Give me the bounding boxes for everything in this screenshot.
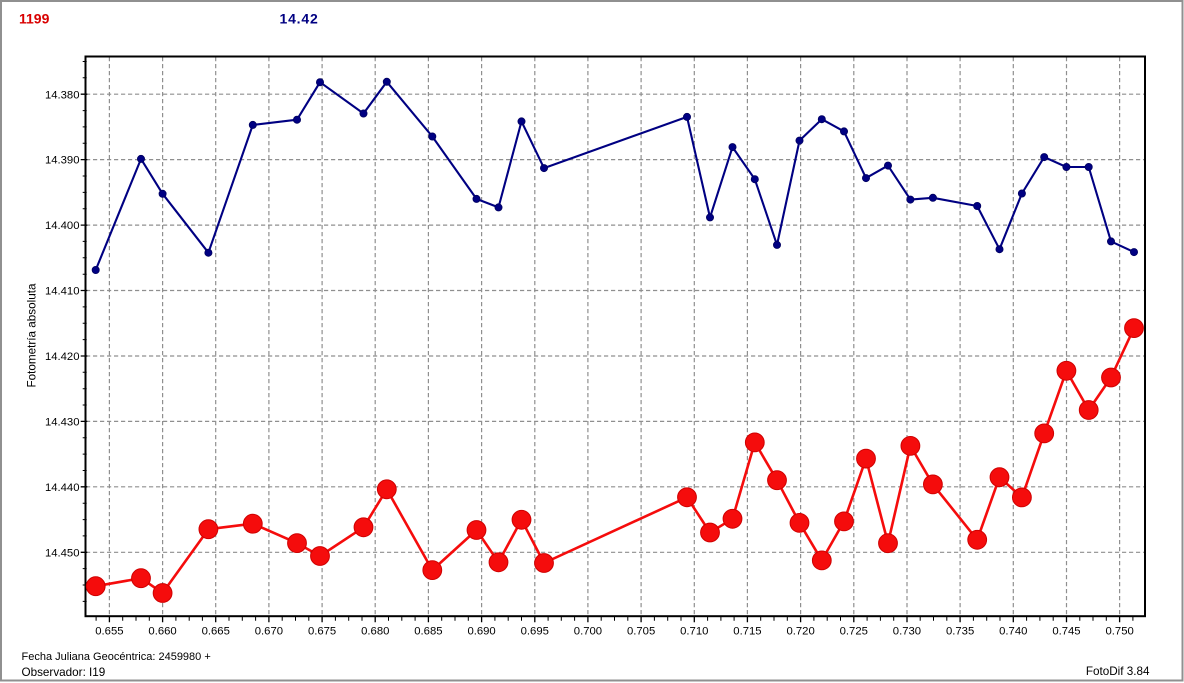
svg-text:14.42: 14.42	[280, 11, 319, 27]
svg-text:0.730: 0.730	[893, 626, 921, 638]
svg-text:14.430: 14.430	[45, 417, 80, 429]
svg-text:14.390: 14.390	[45, 155, 80, 167]
svg-text:14.420: 14.420	[45, 351, 80, 363]
svg-text:Fotometría absoluta: Fotometría absoluta	[26, 283, 39, 387]
svg-text:0.740: 0.740	[999, 626, 1027, 638]
svg-text:0.745: 0.745	[1052, 626, 1080, 638]
svg-text:14.440: 14.440	[45, 482, 80, 494]
svg-text:0.675: 0.675	[308, 626, 336, 638]
svg-text:0.715: 0.715	[733, 626, 761, 638]
svg-text:0.735: 0.735	[946, 626, 974, 638]
svg-text:0.655: 0.655	[95, 626, 123, 638]
svg-text:0.710: 0.710	[680, 626, 708, 638]
svg-text:0.720: 0.720	[786, 626, 814, 638]
svg-text:0.700: 0.700	[574, 626, 602, 638]
svg-text:0.695: 0.695	[521, 626, 549, 638]
svg-text:0.670: 0.670	[255, 626, 283, 638]
svg-text:14.450: 14.450	[45, 547, 80, 559]
svg-text:0.665: 0.665	[202, 626, 230, 638]
svg-text:0.685: 0.685	[414, 626, 442, 638]
svg-text:Observador: I19: Observador: I19	[22, 666, 106, 679]
svg-text:0.705: 0.705	[627, 626, 655, 638]
svg-text:Fecha Juliana Geocéntrica: 245: Fecha Juliana Geocéntrica: 2459980 +	[22, 651, 211, 663]
svg-text:0.660: 0.660	[148, 626, 176, 638]
svg-text:0.690: 0.690	[467, 626, 495, 638]
svg-text:1199: 1199	[19, 11, 50, 27]
svg-text:0.750: 0.750	[1105, 626, 1133, 638]
svg-text:FotoDif 3.84: FotoDif 3.84	[1086, 665, 1150, 678]
svg-text:14.410: 14.410	[45, 286, 80, 298]
svg-text:0.680: 0.680	[361, 626, 389, 638]
svg-text:0.725: 0.725	[840, 626, 868, 638]
svg-text:14.400: 14.400	[45, 220, 80, 232]
svg-text:14.380: 14.380	[45, 89, 80, 101]
